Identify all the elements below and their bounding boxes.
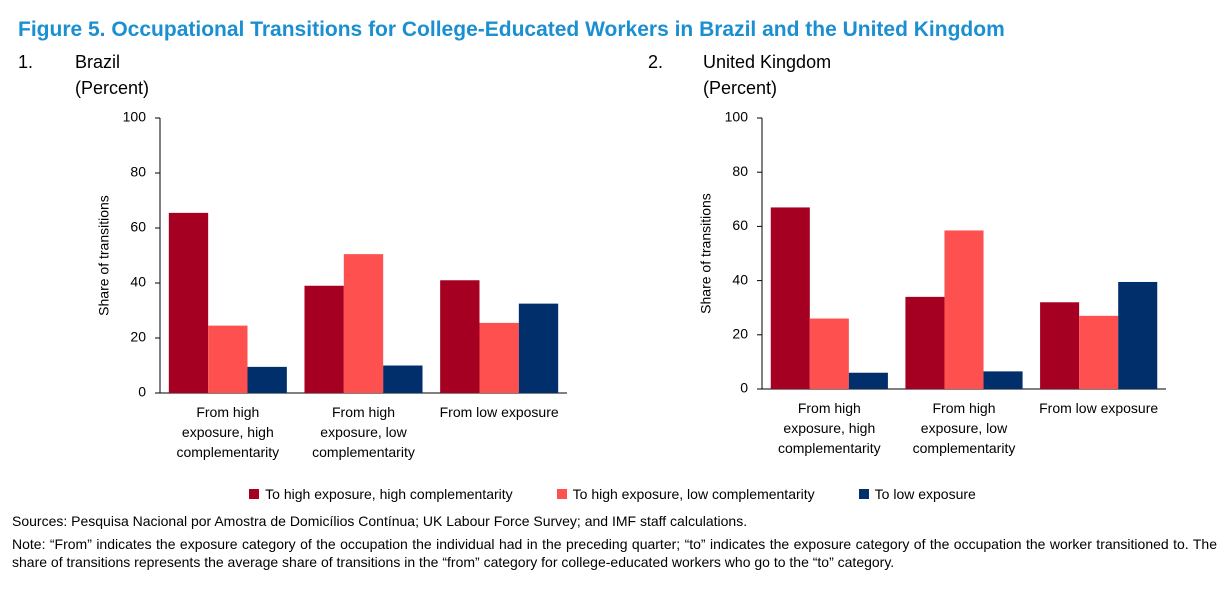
- y-tick-label: 100: [123, 109, 147, 125]
- y-tick-label: 0: [740, 380, 748, 396]
- bar: [247, 366, 287, 393]
- x-tick-label: From low exposure: [439, 404, 559, 420]
- bar: [440, 280, 480, 393]
- chart-number: 2.: [648, 52, 664, 72]
- bar: [983, 371, 1023, 389]
- bar: [1118, 281, 1158, 389]
- legend-swatch: [858, 489, 869, 499]
- bar: [518, 303, 559, 393]
- legend: To high exposure, high complementarity To…: [0, 486, 1225, 502]
- chart-title: Brazil: [75, 52, 121, 72]
- legend-item: To high exposure, low complementarity: [556, 486, 815, 502]
- bar: [1040, 302, 1080, 389]
- chart-title: United Kingdom: [703, 52, 832, 72]
- bar: [343, 254, 384, 393]
- bar: [770, 207, 810, 389]
- bar: [304, 285, 344, 393]
- x-tick-label: From high exposure, low complementarity: [312, 404, 415, 460]
- y-tick-label: 80: [130, 164, 146, 180]
- y-axis-label: Share of transitions: [96, 195, 112, 316]
- chart-subtitle: (Percent): [703, 78, 778, 98]
- sources: Sources: Pesquisa Nacional por Amostra d…: [12, 513, 748, 529]
- bar: [479, 322, 519, 393]
- bar: [848, 372, 888, 389]
- chart-number: 1.: [18, 52, 34, 72]
- legend-item: To low exposure: [858, 486, 976, 502]
- y-tick-label: 20: [130, 329, 146, 345]
- figure-title: Figure 5. Occupational Transitions for C…: [18, 18, 1005, 41]
- legend-label: To high exposure, high complementarity: [265, 486, 513, 502]
- y-axis-label: Share of transitions: [698, 193, 714, 314]
- y-tick-label: 80: [732, 163, 748, 179]
- y-tick-label: 20: [732, 326, 748, 342]
- chart-subtitle: (Percent): [75, 78, 150, 98]
- bar: [944, 230, 984, 389]
- legend-label: To low exposure: [874, 486, 976, 502]
- y-tick-label: 60: [732, 217, 748, 233]
- note: Note: “From” indicates the exposure cate…: [12, 536, 1217, 570]
- x-tick-label: From low exposure: [1039, 400, 1159, 416]
- legend-swatch: [556, 489, 567, 499]
- y-tick-label: 40: [732, 271, 748, 287]
- legend-item: To high exposure, high complementarity: [249, 486, 513, 502]
- bar: [168, 212, 209, 393]
- bar: [208, 325, 248, 393]
- x-tick-label: From high exposure, high complementarity: [777, 400, 881, 456]
- bar: [905, 296, 945, 389]
- bar: [1079, 315, 1119, 389]
- legend-label: To high exposure, low complementarity: [572, 486, 815, 502]
- y-tick-label: 0: [138, 384, 146, 400]
- y-tick-label: 100: [725, 109, 749, 125]
- bar: [383, 365, 423, 393]
- legend-swatch: [249, 489, 260, 499]
- x-tick-label: From high exposure, low complementarity: [912, 400, 1016, 456]
- x-tick-label: From high exposure, high complementarity: [176, 404, 280, 460]
- bar: [809, 318, 849, 389]
- y-tick-label: 60: [130, 219, 146, 235]
- y-tick-label: 40: [130, 274, 146, 290]
